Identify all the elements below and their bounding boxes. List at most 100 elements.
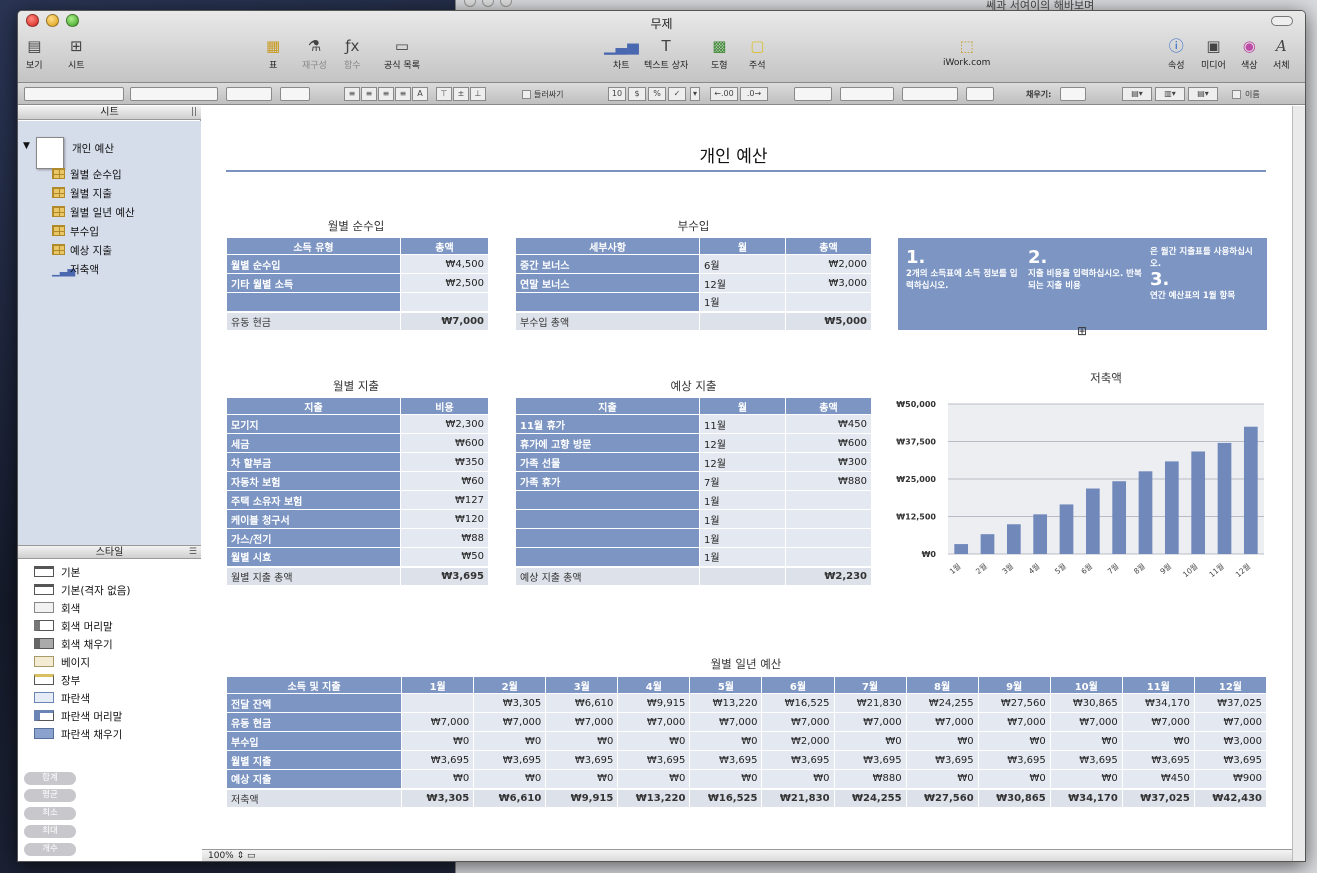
table-cell[interactable]: 부수입 bbox=[225, 731, 403, 751]
column-header[interactable]: 11월 bbox=[1121, 676, 1195, 694]
table-cell[interactable]: 12월 bbox=[699, 433, 786, 453]
zoom-select[interactable]: 100% ⇕ ▭ bbox=[208, 851, 256, 861]
table-cell[interactable]: ₩13,220 bbox=[617, 787, 691, 808]
table-cell[interactable]: 전달 잔액 bbox=[225, 693, 403, 713]
table-cell[interactable]: ₩3,695 bbox=[689, 750, 763, 770]
table-cell[interactable]: ₩2,000 bbox=[785, 254, 872, 274]
valign-top-button[interactable]: ⊤ bbox=[436, 87, 452, 101]
table-cell[interactable]: ₩2,000 bbox=[761, 731, 835, 751]
table-cell[interactable]: 저축액 bbox=[225, 787, 403, 808]
table-cell[interactable]: 유동 현금 bbox=[226, 310, 401, 331]
table-cell[interactable]: ₩0 bbox=[473, 731, 547, 751]
chart-button[interactable]: ▁▃▅ 차트 bbox=[604, 37, 639, 71]
table-cell[interactable]: ₩42,430 bbox=[1193, 787, 1268, 808]
table-cell[interactable]: 월별 지출 총액 bbox=[226, 565, 401, 586]
table-cell[interactable]: 월별 순수입 bbox=[226, 254, 401, 274]
table-cell[interactable]: ₩4,500 bbox=[400, 254, 489, 274]
sheet-item-savings[interactable]: ▁▃▅저축액 bbox=[52, 264, 99, 277]
table-cell[interactable]: ₩37,025 bbox=[1121, 787, 1195, 808]
column-header[interactable]: 지출 bbox=[226, 397, 401, 415]
savings-chart[interactable]: 저축액 ₩0 ₩12,500 ₩25,000 ₩37,500 ₩50,000 1월 2월 3월 4… bbox=[896, 371, 1270, 584]
formula-list-button[interactable]: ▭ 공식 목록 bbox=[384, 37, 420, 71]
header-columns-button[interactable]: ▥▾ bbox=[1155, 87, 1185, 101]
table-cell[interactable]: ₩3,695 bbox=[1121, 750, 1195, 770]
table-cell[interactable]: ₩900 bbox=[1193, 769, 1268, 789]
justify-button[interactable]: ≡ bbox=[395, 87, 411, 101]
column-header[interactable]: 7월 bbox=[833, 676, 907, 694]
table-cell[interactable]: ₩450 bbox=[785, 414, 872, 434]
table-cell[interactable]: ₩30,865 bbox=[977, 787, 1051, 808]
table-cell[interactable]: ₩880 bbox=[785, 471, 872, 491]
instructions-box[interactable]: 1. 2개의 소득표에 소득 정보를 입력하십시오. 2. 지출 비용을 입력하십시… bbox=[898, 238, 1267, 330]
table-cell[interactable]: 6월 bbox=[699, 254, 786, 274]
table-cell[interactable] bbox=[515, 490, 700, 510]
table-cell[interactable]: ₩9,915 bbox=[617, 693, 691, 713]
table-cell[interactable]: 11월 bbox=[699, 414, 786, 434]
maximum-button[interactable]: 최대 bbox=[24, 825, 76, 838]
monthly-expenses-table[interactable]: 지출 비용 모기지 ₩2,300 세금 ₩600 차 할부금 ₩350 자동차 보험 ₩60 주택… bbox=[226, 397, 489, 586]
table-cell[interactable]: ₩24,255 bbox=[833, 787, 907, 808]
stroke-select[interactable] bbox=[840, 87, 894, 101]
table-cell[interactable]: ₩0 bbox=[833, 731, 907, 751]
table-cell[interactable]: ₩27,560 bbox=[905, 787, 979, 808]
table-cell[interactable]: ₩60 bbox=[400, 471, 489, 491]
auto-align-button[interactable]: A bbox=[412, 87, 428, 101]
style-select[interactable] bbox=[24, 87, 124, 101]
column-header[interactable]: 월 bbox=[699, 237, 786, 255]
function-button[interactable]: ƒx 함수 bbox=[344, 37, 361, 71]
style-item[interactable]: 기본 bbox=[34, 565, 80, 580]
table-cell[interactable] bbox=[699, 565, 786, 586]
column-header[interactable]: 총액 bbox=[400, 237, 489, 255]
table-cell[interactable]: ₩24,255 bbox=[905, 693, 979, 713]
style-item[interactable]: 기본(격자 없음) bbox=[34, 583, 131, 598]
table-cell[interactable]: 중간 보너스 bbox=[515, 254, 700, 274]
table-cell[interactable]: ₩3,695 bbox=[617, 750, 691, 770]
table-cell[interactable]: ₩7,000 bbox=[761, 712, 835, 732]
table-cell[interactable]: 부수입 총액 bbox=[515, 310, 700, 331]
table-cell[interactable]: ₩3,695 bbox=[1049, 750, 1123, 770]
table-cell[interactable]: ₩0 bbox=[689, 731, 763, 751]
table-cell[interactable]: 예상 지출 총액 bbox=[515, 565, 700, 586]
table-cell[interactable]: 월별 시효 bbox=[226, 547, 401, 567]
table-cell[interactable]: ₩2,500 bbox=[400, 273, 489, 293]
table-cell[interactable]: 가족 휴가 bbox=[515, 471, 700, 491]
column-header[interactable]: 10월 bbox=[1049, 676, 1123, 694]
table-cell[interactable]: ₩0 bbox=[617, 731, 691, 751]
column-header[interactable]: 8월 bbox=[905, 676, 979, 694]
sheet-document[interactable]: 개인 예산 bbox=[72, 143, 114, 155]
table-cell[interactable]: ₩3,695 bbox=[401, 750, 475, 770]
pane-resize-handle[interactable]: || bbox=[190, 107, 197, 117]
minimize-button[interactable] bbox=[46, 14, 59, 27]
column-header[interactable]: 소득 및 지출 bbox=[225, 676, 403, 694]
table-cell[interactable]: ₩7,000 bbox=[545, 712, 619, 732]
style-item[interactable]: 회색 머리말 bbox=[34, 619, 113, 634]
column-header[interactable]: 총액 bbox=[785, 237, 872, 255]
table-cell[interactable]: ₩16,525 bbox=[761, 693, 835, 713]
sheet-item-expected-expenses[interactable]: 예상 지출 bbox=[52, 243, 112, 258]
reorganize-button[interactable]: ⚗ 재구성 bbox=[302, 37, 327, 71]
table-cell[interactable]: ₩7,000 bbox=[1193, 712, 1268, 732]
table-cell[interactable]: 예상 지출 bbox=[225, 769, 403, 789]
count-button[interactable]: 개수 bbox=[24, 843, 76, 856]
sheet-button[interactable]: ⊞ 시트 bbox=[68, 37, 85, 71]
column-header[interactable]: 12월 bbox=[1193, 676, 1268, 694]
fonts-button[interactable]: A 서체 bbox=[1273, 37, 1290, 71]
table-cell[interactable] bbox=[515, 547, 700, 567]
shape-button[interactable]: ▩ 도형 bbox=[711, 37, 728, 71]
table-cell[interactable]: ₩3,000 bbox=[1193, 731, 1268, 751]
table-cell[interactable]: ₩127 bbox=[400, 490, 489, 510]
percent-format-button[interactable]: % bbox=[648, 87, 666, 101]
sheet-item-annual-budget[interactable]: 월별 일년 예산 bbox=[52, 205, 135, 220]
colors-button[interactable]: ◉ 색상 bbox=[1241, 37, 1258, 71]
minimum-button[interactable]: 최소 bbox=[24, 807, 76, 820]
table-cell[interactable]: ₩0 bbox=[545, 769, 619, 789]
table-cell[interactable]: ₩0 bbox=[761, 769, 835, 789]
align-center-button[interactable]: ≡ bbox=[361, 87, 377, 101]
table-cell[interactable]: 케이블 청구서 bbox=[226, 509, 401, 529]
checkbox-format-button[interactable]: ✓ bbox=[668, 87, 686, 101]
table-cell[interactable]: ₩7,000 bbox=[617, 712, 691, 732]
net-income-table[interactable]: 소득 유형 총액 월별 순수입 ₩4,500 기타 월별 소득 ₩2,500 유동 현… bbox=[226, 237, 489, 331]
font-size-select[interactable] bbox=[226, 87, 272, 101]
table-cell[interactable]: 가족 선물 bbox=[515, 452, 700, 472]
column-header[interactable]: 2월 bbox=[473, 676, 547, 694]
